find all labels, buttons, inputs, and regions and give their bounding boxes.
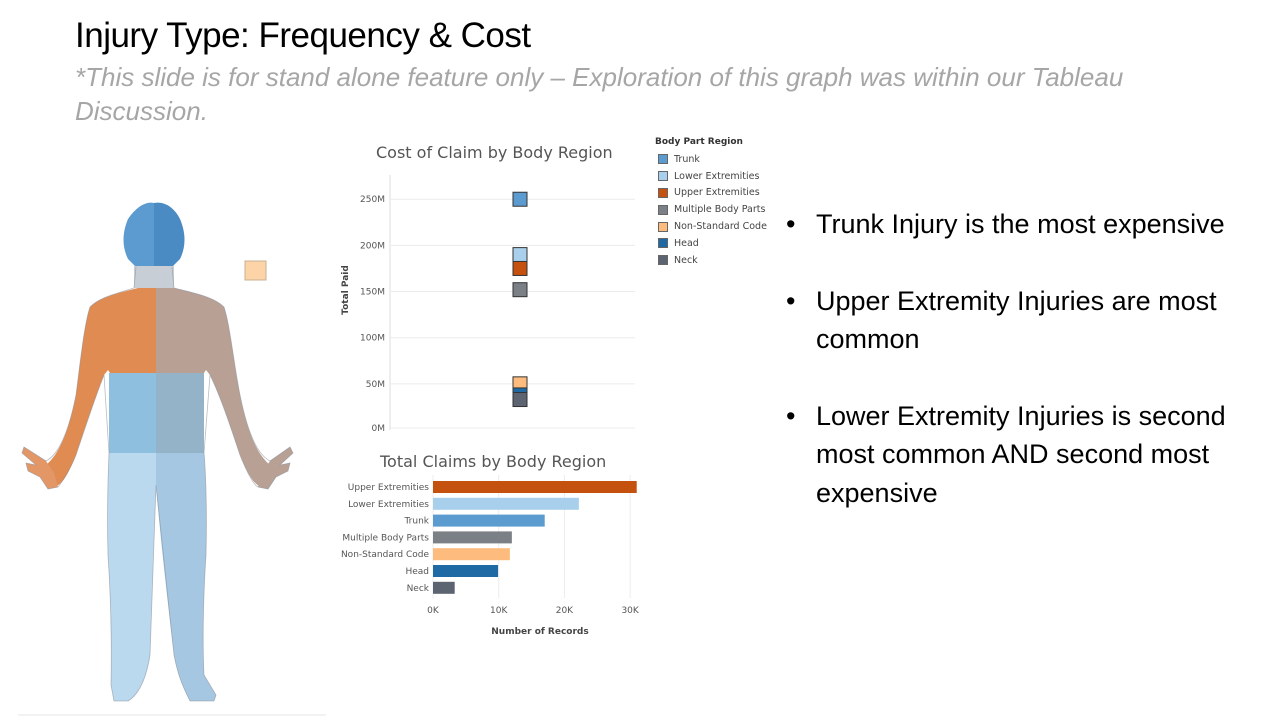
cost-point-upper-extremities[interactable] bbox=[512, 260, 528, 276]
cost-y-tick: 250M bbox=[360, 195, 385, 205]
claims-category-label: Non-Standard Code bbox=[341, 550, 429, 560]
finding-item: • Trunk Injury is the most expensive bbox=[786, 205, 1226, 244]
finding-item: • Upper Extremity Injuries are most commo… bbox=[786, 282, 1226, 359]
body-region-map bbox=[18, 202, 326, 716]
legend-swatch bbox=[658, 154, 668, 165]
body-left-upper bbox=[46, 288, 156, 487]
body-head-right bbox=[154, 202, 185, 268]
claims-bar-lower-extremities[interactable] bbox=[433, 497, 579, 510]
slide-title: Injury Type: Frequency & Cost bbox=[75, 16, 531, 55]
claims-category-label: Multiple Body Parts bbox=[342, 533, 429, 543]
body-right-leg bbox=[156, 453, 216, 701]
claims-bar-upper-extremities[interactable] bbox=[433, 481, 637, 493]
cost-point-lower-extremities[interactable] bbox=[512, 247, 528, 263]
cost-y-tick: 200M bbox=[360, 241, 385, 251]
finding-text: Upper Extremity Injuries are most common bbox=[816, 285, 1217, 355]
legend-swatch bbox=[658, 255, 668, 266]
cost-of-claim-chart: Total Paid 0M 50M 100M 150M 200M 250M bbox=[341, 175, 635, 434]
legend-item[interactable]: Head bbox=[655, 235, 767, 252]
legend-item[interactable]: Non-Standard Code bbox=[655, 218, 767, 235]
legend-label: Multiple Body Parts bbox=[674, 204, 766, 216]
legend-item[interactable]: Lower Extremities bbox=[655, 168, 767, 185]
cost-y-tick: 150M bbox=[360, 288, 385, 298]
claims-bar-non-standard-code[interactable] bbox=[433, 548, 510, 561]
legend-item[interactable]: Trunk bbox=[655, 151, 767, 168]
body-head-left bbox=[123, 202, 154, 268]
cost-point-multiple-body-parts[interactable] bbox=[512, 282, 528, 298]
claims-category-label: Trunk bbox=[404, 517, 430, 527]
legend-label: Trunk bbox=[674, 153, 700, 165]
legend-item[interactable]: Multiple Body Parts bbox=[655, 201, 767, 218]
claims-x-tick: 20K bbox=[556, 606, 574, 616]
legend-label: Non-Standard Code bbox=[674, 221, 767, 233]
key-findings-list: • Trunk Injury is the most expensive • Upp… bbox=[786, 205, 1226, 550]
legend-label: Neck bbox=[674, 254, 698, 266]
claims-x-axis-label: Number of Records bbox=[491, 627, 588, 637]
claims-bar-trunk[interactable] bbox=[433, 514, 545, 527]
claims-x-tick: 0K bbox=[427, 606, 440, 616]
claims-bar-neck[interactable] bbox=[433, 581, 455, 594]
body-right-hand bbox=[258, 447, 293, 489]
claims-category-label: Lower Extremities bbox=[348, 500, 429, 510]
bullet-dot: • bbox=[786, 285, 796, 316]
legend-swatch bbox=[658, 238, 668, 249]
legend-label: Upper Extremities bbox=[674, 187, 760, 199]
claims-x-tick: 30K bbox=[621, 606, 639, 616]
legend-label: Lower Extremities bbox=[674, 170, 760, 182]
legend-label: Head bbox=[674, 237, 699, 249]
legend-title: Body Part Region bbox=[655, 137, 743, 147]
cost-y-axis-label: Total Paid bbox=[341, 265, 351, 315]
slide-subtitle: *This slide is for stand alone feature o… bbox=[75, 62, 1124, 126]
body-right-upper bbox=[156, 288, 270, 487]
claims-category-label: Neck bbox=[407, 584, 430, 594]
cost-point-neck[interactable] bbox=[512, 392, 528, 408]
claims-bar-head[interactable] bbox=[433, 565, 499, 577]
legend-item[interactable]: Upper Extremities bbox=[655, 185, 767, 202]
body-left-leg bbox=[107, 453, 156, 701]
claims-category-label: Upper Extremities bbox=[348, 483, 430, 493]
cost-chart-title: Cost of Claim by Body Region bbox=[376, 143, 613, 162]
finding-text: Trunk Injury is the most expensive bbox=[816, 209, 1225, 239]
cost-y-tick: 50M bbox=[366, 380, 385, 390]
chart-legend: Body Part Region Trunk Lower Extremities U… bbox=[655, 137, 767, 269]
finding-text: Lower Extremity Injuries is second most … bbox=[816, 400, 1226, 508]
legend-swatch bbox=[658, 171, 668, 182]
legend-swatch bbox=[658, 221, 668, 232]
total-claims-chart: 0K 10K 20K 30K Upper Extremities Lower Extre… bbox=[341, 475, 640, 637]
non-standard-code-marker bbox=[244, 260, 267, 281]
legend-item[interactable]: Neck bbox=[655, 252, 767, 269]
bullet-dot: • bbox=[786, 400, 796, 431]
claims-x-tick: 10K bbox=[490, 606, 508, 616]
claims-bar-multiple-body-parts[interactable] bbox=[433, 531, 512, 544]
cost-y-tick: 100M bbox=[360, 334, 385, 344]
claims-category-label: Head bbox=[405, 567, 429, 577]
body-trunk-left bbox=[109, 373, 156, 453]
bullet-dot: • bbox=[786, 209, 796, 239]
cost-y-tick: 0M bbox=[372, 424, 386, 434]
body-left-hand bbox=[22, 447, 58, 489]
legend-swatch bbox=[658, 187, 668, 198]
body-trunk-right bbox=[156, 373, 204, 453]
legend-swatch bbox=[658, 204, 668, 215]
body-outline bbox=[21, 266, 294, 702]
claims-chart-title: Total Claims by Body Region bbox=[380, 452, 607, 471]
cost-point-trunk[interactable] bbox=[512, 191, 528, 207]
finding-item: • Lower Extremity Injuries is second most… bbox=[786, 397, 1226, 513]
body-neck bbox=[134, 266, 174, 288]
